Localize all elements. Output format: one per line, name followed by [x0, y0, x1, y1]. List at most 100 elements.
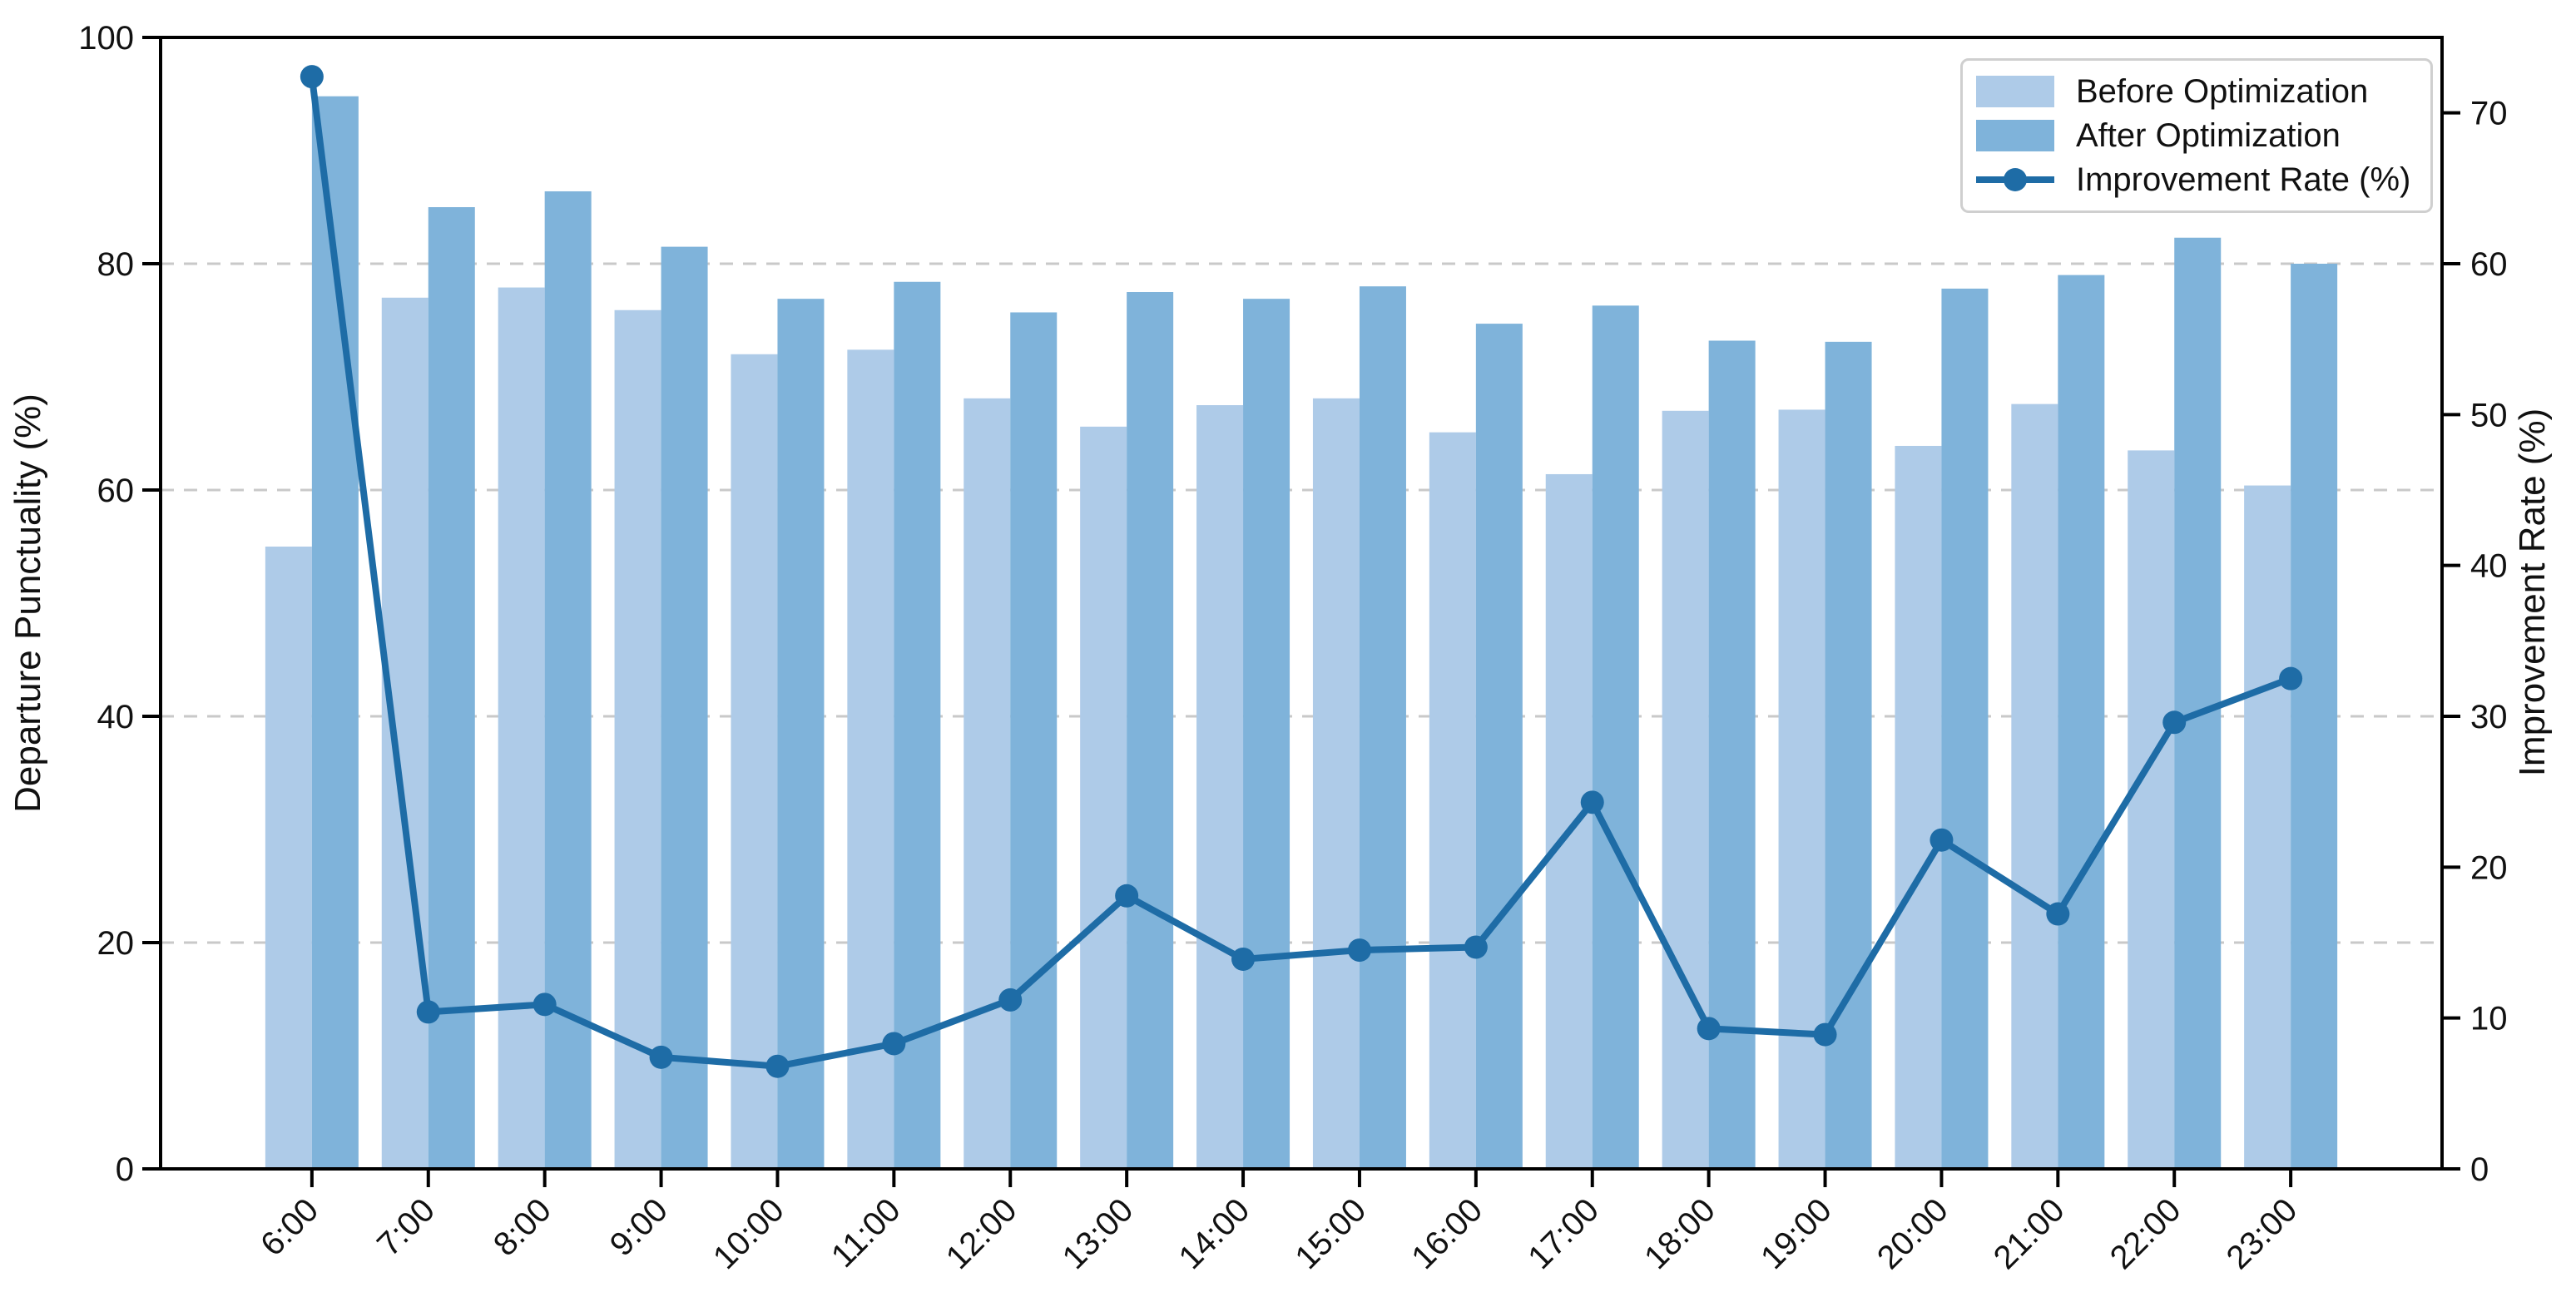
- bar-before-22:00: [2128, 450, 2175, 1169]
- line-point-19:00: [1813, 1022, 1837, 1047]
- bar-before-19:00: [1778, 409, 1825, 1169]
- before-optimization-swatch-icon: [1976, 75, 2054, 107]
- right-axis-title: Improvement Rate (%): [2512, 408, 2553, 777]
- legend-label: Improvement Rate (%): [2076, 161, 2411, 199]
- bar-before-17:00: [1545, 473, 1593, 1169]
- x-tick-label: 17:00: [1521, 1191, 1606, 1276]
- line-point-13:00: [1115, 884, 1139, 908]
- bar-after-12:00: [1010, 312, 1058, 1170]
- bar-before-15:00: [1312, 398, 1360, 1170]
- legend-label: After Optimization: [2076, 116, 2341, 154]
- x-tick-label: 10:00: [706, 1191, 791, 1276]
- legend-item-before: Before Optimization: [1976, 75, 2419, 108]
- right-tick-label: 70: [2470, 96, 2508, 132]
- bar-after-22:00: [2174, 237, 2222, 1170]
- right-tick-label: 0: [2470, 1151, 2489, 1188]
- x-tick-label: 16:00: [1404, 1191, 1489, 1276]
- x-tick-label: 19:00: [1754, 1191, 1839, 1276]
- bar-before-10:00: [731, 354, 778, 1169]
- line-point-21:00: [2046, 902, 2070, 926]
- bar-after-23:00: [2291, 264, 2338, 1169]
- legend-item-improvement-rate: Improvement Rate (%): [1976, 163, 2419, 196]
- improvement-line-path: [308, 76, 2292, 1070]
- after-optimization-swatch-icon: [1976, 119, 2054, 151]
- bar-after-10:00: [777, 299, 825, 1169]
- x-tick-label: 6:00: [254, 1191, 325, 1263]
- bar-after-21:00: [2058, 275, 2105, 1170]
- line-point-12:00: [998, 988, 1023, 1012]
- bar-before-11:00: [847, 349, 894, 1169]
- left-tick-label: 60: [97, 473, 135, 509]
- line-point-17:00: [1580, 790, 1604, 814]
- bars-before-optimization: [265, 287, 2291, 1170]
- right-tick-label: 40: [2470, 548, 2508, 585]
- bar-before-23:00: [2244, 485, 2291, 1169]
- bar-after-16:00: [1475, 324, 1523, 1170]
- x-tick-label: 15:00: [1288, 1191, 1373, 1276]
- legend-item-after: After Optimization: [1976, 119, 2419, 152]
- line-point-18:00: [1697, 1017, 1721, 1041]
- axes-frame: [159, 36, 2444, 1171]
- line-point-8:00: [533, 993, 557, 1017]
- bar-before-18:00: [1662, 410, 1709, 1169]
- bar-before-21:00: [2011, 403, 2058, 1169]
- bar-after-17:00: [1592, 305, 1639, 1169]
- bar-before-20:00: [1895, 445, 1942, 1169]
- x-tick-label: 12:00: [939, 1191, 1024, 1276]
- bar-before-16:00: [1429, 432, 1476, 1169]
- x-tick-label: 9:00: [603, 1191, 675, 1263]
- legend-label: Before Optimization: [2076, 72, 2369, 110]
- line-point-10:00: [765, 1054, 790, 1078]
- x-tick-label: 11:00: [825, 1191, 908, 1275]
- bar-after-20:00: [1941, 288, 1989, 1169]
- line-point-7:00: [416, 1000, 440, 1024]
- plot-frame: [159, 36, 2444, 1171]
- x-tick-label: 14:00: [1172, 1191, 1257, 1276]
- x-tick-label: 23:00: [2220, 1191, 2305, 1276]
- bar-before-14:00: [1196, 405, 1244, 1169]
- line-point-9:00: [649, 1045, 673, 1069]
- bar-before-7:00: [381, 297, 429, 1169]
- bar-after-15:00: [1359, 286, 1406, 1170]
- right-tick-label: 50: [2470, 397, 2508, 433]
- left-tick-label: 80: [97, 246, 135, 283]
- line-point-11:00: [882, 1032, 906, 1056]
- x-tick-label: 22:00: [2103, 1191, 2188, 1276]
- bar-before-13:00: [1080, 426, 1127, 1169]
- bar-after-19:00: [1825, 341, 1872, 1170]
- line-point-14:00: [1231, 947, 1256, 971]
- x-tick-label: 7:00: [370, 1191, 442, 1263]
- right-tick-label: 20: [2470, 849, 2508, 886]
- left-tick-label: 40: [97, 699, 135, 735]
- line-point-15:00: [1347, 938, 1371, 963]
- line-point-20:00: [1930, 828, 1954, 852]
- right-tick-label: 10: [2470, 1001, 2508, 1037]
- x-tick-label: 13:00: [1056, 1191, 1141, 1276]
- left-tick-label: 0: [116, 1151, 134, 1188]
- bar-after-7:00: [428, 207, 475, 1169]
- bar-before-8:00: [498, 287, 545, 1169]
- left-tick-label: 20: [97, 925, 135, 962]
- bar-before-6:00: [265, 547, 312, 1169]
- bar-after-14:00: [1243, 299, 1290, 1169]
- right-tick-label: 60: [2470, 246, 2508, 283]
- bar-after-18:00: [1708, 340, 1756, 1170]
- line-point-22:00: [2162, 710, 2187, 735]
- x-tick-label: 18:00: [1637, 1191, 1722, 1276]
- legend: Before Optimization After Optimization I…: [1960, 58, 2433, 213]
- x-tick-label: 8:00: [487, 1191, 558, 1263]
- line-point-23:00: [2279, 666, 2303, 691]
- left-axis-title: Departure Punctuality (%): [7, 394, 48, 813]
- right-tick-label: 30: [2470, 699, 2508, 735]
- line-point-6:00: [300, 65, 324, 89]
- improvement-rate-line: [300, 65, 2303, 1078]
- left-tick-label: 100: [78, 20, 134, 57]
- x-tick-label: 20:00: [1870, 1191, 1955, 1276]
- bar-after-11:00: [894, 281, 941, 1169]
- axis-ticks: [142, 36, 2460, 1187]
- bar-after-9:00: [661, 246, 708, 1170]
- x-tick-label: 21:00: [1987, 1191, 2072, 1276]
- line-point-16:00: [1464, 935, 1488, 959]
